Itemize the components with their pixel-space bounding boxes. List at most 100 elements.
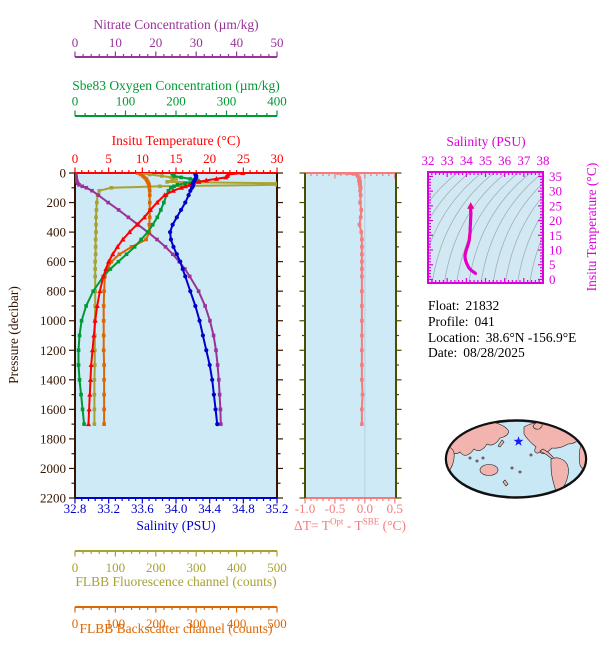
svg-text:1600: 1600 <box>40 402 66 417</box>
svg-text:37: 37 <box>517 153 531 168</box>
pressure-axis-left: 0 200 400 600 800 1000 1200 1400 1600 1800 2000 220… <box>40 166 76 506</box>
svg-text:38: 38 <box>537 153 550 168</box>
ts-curve <box>463 202 478 275</box>
pressure-axis-right <box>276 172 283 499</box>
svg-text:200: 200 <box>166 94 186 109</box>
fluorescence-axis: 0 100 200 300 400 500 <box>72 550 287 575</box>
svg-text:20: 20 <box>149 35 162 50</box>
salinity-axis: 32.8 33.2 33.6 34.0 34.4 34.8 35.2 <box>64 497 288 516</box>
svg-text:20: 20 <box>549 213 562 228</box>
nitrate-axis-title: Nitrate Concentration (µm/kg) <box>93 17 259 32</box>
land-island <box>481 456 485 460</box>
date-label: Date: <box>428 345 458 361</box>
svg-text:100: 100 <box>116 94 136 109</box>
svg-text:0.0: 0.0 <box>357 501 373 516</box>
svg-text:100: 100 <box>106 560 126 575</box>
svg-text:1000: 1000 <box>40 313 66 328</box>
oxygen-axis-title: Sbe83 Oxygen Concentration (µm/kg) <box>72 78 280 93</box>
svg-text:1800: 1800 <box>40 431 66 446</box>
float-value: 21832 <box>465 298 500 313</box>
svg-text:2000: 2000 <box>40 461 66 476</box>
svg-text:33: 33 <box>441 153 454 168</box>
svg-text:10: 10 <box>136 151 149 166</box>
svg-text:200: 200 <box>146 616 166 631</box>
svg-text:33.6: 33.6 <box>131 501 154 516</box>
salinity-axis-title: Salinity (PSU) <box>136 518 216 533</box>
profile-value: 041 <box>474 313 495 329</box>
land-japan <box>497 439 505 448</box>
svg-text:500: 500 <box>267 616 287 631</box>
salinity-profile-curve <box>168 173 220 427</box>
svg-text:0: 0 <box>60 166 67 181</box>
world-map <box>444 419 588 499</box>
svg-text:300: 300 <box>217 94 237 109</box>
svg-text:20: 20 <box>203 151 216 166</box>
delta-title-mid: - T <box>343 517 363 533</box>
svg-text:30: 30 <box>549 184 562 199</box>
svg-text:0.5: 0.5 <box>387 501 403 516</box>
delta-title-post: (°C) <box>379 517 406 533</box>
svg-text:50: 50 <box>271 35 284 50</box>
land-island <box>468 456 472 460</box>
ts-salinity-title: Salinity (PSU) <box>446 134 526 149</box>
date-line: Date: 08/28/2025 <box>428 345 576 361</box>
svg-text:10: 10 <box>109 35 122 50</box>
svg-text:34: 34 <box>460 153 474 168</box>
date-value: 08/28/2025 <box>463 345 525 361</box>
svg-text:2200: 2200 <box>40 491 66 506</box>
svg-text:0: 0 <box>72 35 79 50</box>
temperature-axis: 0 5 10 15 20 25 30 <box>72 151 284 174</box>
svg-text:34.4: 34.4 <box>198 501 221 516</box>
svg-text:34.0: 34.0 <box>165 501 188 516</box>
pressure-axis-title: Pressure (decibar) <box>6 286 21 384</box>
float-info: Float: 21832 Profile: 041 Location: 38.6°N … <box>428 298 576 361</box>
svg-text:400: 400 <box>267 94 287 109</box>
svg-text:500: 500 <box>267 560 287 575</box>
ts-density-contours <box>428 172 543 283</box>
svg-text:33.2: 33.2 <box>97 501 120 516</box>
svg-text:10: 10 <box>549 243 562 258</box>
svg-text:15: 15 <box>549 228 562 243</box>
svg-text:200: 200 <box>146 560 166 575</box>
temperature-axis-title: Insitu Temperature (°C) <box>111 133 241 148</box>
delta-t-curve <box>336 173 365 426</box>
nitrate-axis: 0 10 20 30 40 50 <box>72 35 284 58</box>
svg-text:15: 15 <box>170 151 183 166</box>
land-island <box>529 453 533 457</box>
svg-text:100: 100 <box>106 616 126 631</box>
svg-text:-0.5: -0.5 <box>325 501 346 516</box>
delta-t-bottom-axis: -1.0 -0.5 0.0 0.5 <box>295 497 403 516</box>
svg-text:30: 30 <box>271 151 284 166</box>
svg-text:5: 5 <box>549 257 556 272</box>
svg-text:36: 36 <box>498 153 512 168</box>
fluorescence-profile-curve <box>92 173 277 426</box>
svg-text:300: 300 <box>186 560 206 575</box>
svg-text:35: 35 <box>479 153 492 168</box>
location-line: Location: 38.6°N -156.9°E <box>428 330 576 346</box>
svg-text:400: 400 <box>227 616 247 631</box>
svg-text:0: 0 <box>72 94 79 109</box>
float-location-star <box>513 436 524 446</box>
svg-text:0: 0 <box>72 151 79 166</box>
svg-text:800: 800 <box>47 284 67 299</box>
delta-title-sup-opt: Opt <box>329 516 344 527</box>
land-australia <box>479 464 499 476</box>
delta-t-axis-title: ΔT= TOpt - TSBE (°C) <box>294 516 406 534</box>
ts-temperature-title: Insitu Temperature (°C) <box>584 162 599 292</box>
panel-backgrounds <box>75 173 396 498</box>
float-label: Float: <box>428 298 460 313</box>
svg-text:0: 0 <box>549 272 556 287</box>
temperature-profile-curve <box>85 173 246 427</box>
svg-text:400: 400 <box>227 560 247 575</box>
svg-text:1200: 1200 <box>40 343 66 358</box>
location-value: 38.6°N -156.9°E <box>485 329 577 345</box>
svg-text:0: 0 <box>72 616 79 631</box>
delta-t-side-axes <box>299 172 402 499</box>
location-label: Location: <box>428 329 480 345</box>
land-island <box>475 459 479 463</box>
svg-text:32: 32 <box>422 153 435 168</box>
profile-label: Profile: <box>428 313 469 329</box>
